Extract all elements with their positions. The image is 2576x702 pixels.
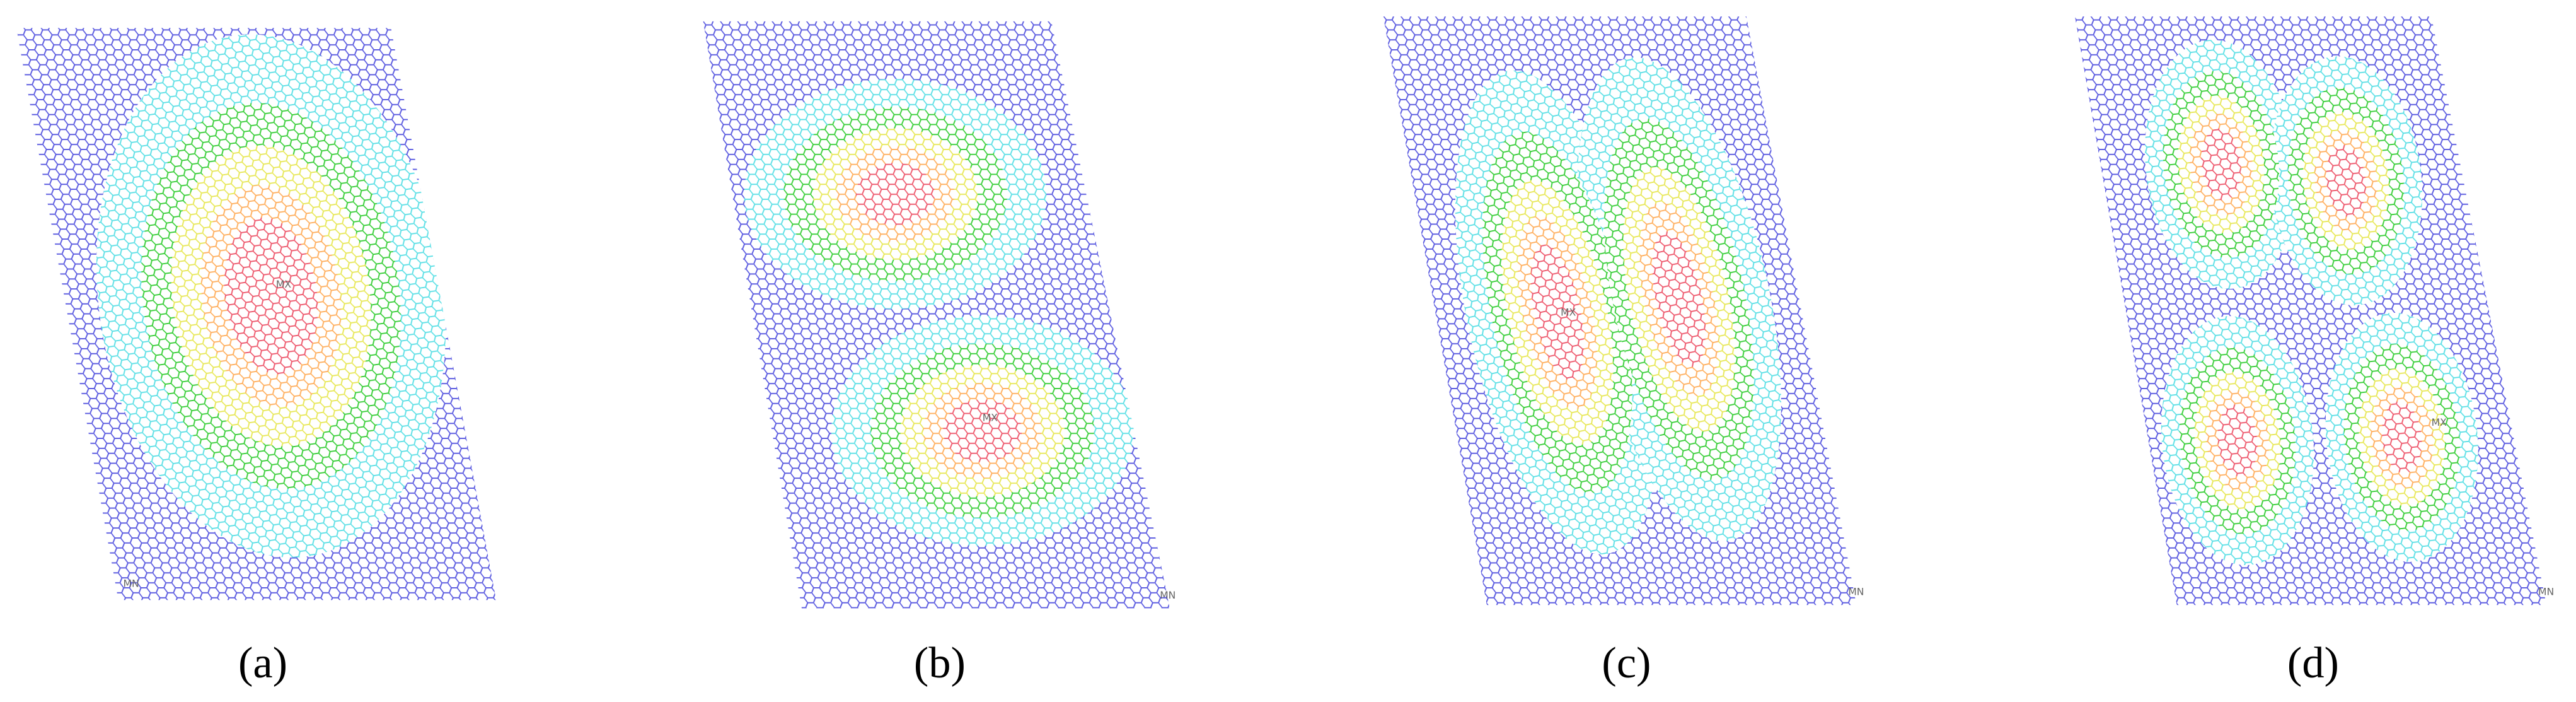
panel-label: (c): [1602, 638, 1651, 687]
contour-band: [1530, 244, 1585, 380]
contour-band: [2201, 128, 2241, 201]
max-marker: MX: [983, 411, 998, 423]
panel-label: (b): [914, 638, 966, 687]
contours: [1455, 57, 1781, 554]
mode-panel: MX MN (c): [1383, 16, 1864, 687]
contour-band: [1652, 231, 1706, 367]
mode-panel: MX MN (b): [703, 21, 1175, 687]
contours: [96, 34, 446, 558]
max-marker: MX: [1561, 306, 1576, 318]
contour-band: [2382, 401, 2422, 474]
mode-panel: MX MN (d): [2075, 16, 2554, 687]
contours: [744, 79, 1134, 546]
panel-label: (d): [2287, 638, 2339, 687]
panel-label: (a): [238, 638, 287, 687]
max-marker: MX: [2432, 416, 2447, 428]
mode-panel: MX MN (a): [16, 28, 497, 687]
contour-band: [2217, 404, 2258, 477]
contour-band: [943, 399, 1022, 462]
contour-band: [2326, 144, 2366, 217]
contour-band: [855, 163, 935, 226]
min-marker: MN: [2538, 586, 2554, 598]
contours: [2144, 40, 2478, 565]
min-marker: MN: [1160, 589, 1175, 601]
min-marker: MN: [1848, 586, 1864, 598]
min-marker: MN: [123, 578, 139, 590]
contour-band: [224, 217, 318, 375]
max-marker: MX: [276, 278, 291, 290]
